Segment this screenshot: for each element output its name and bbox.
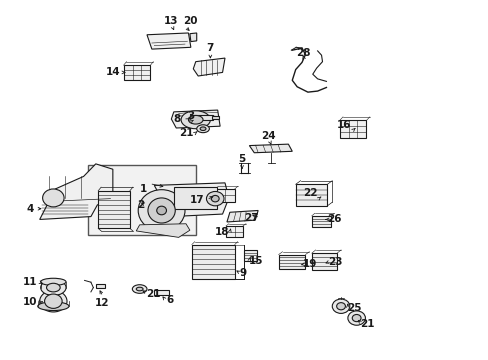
Text: 20: 20	[183, 16, 198, 26]
Ellipse shape	[351, 315, 360, 321]
Bar	[311, 216, 330, 226]
Bar	[311, 253, 336, 270]
Ellipse shape	[148, 198, 175, 223]
Text: 12: 12	[95, 298, 109, 308]
Polygon shape	[136, 224, 189, 237]
Text: 13: 13	[164, 16, 178, 26]
Text: 22: 22	[303, 188, 317, 198]
Ellipse shape	[136, 287, 143, 291]
Ellipse shape	[157, 206, 166, 215]
Text: 21: 21	[360, 319, 374, 329]
Text: 17: 17	[189, 195, 204, 205]
Ellipse shape	[41, 280, 66, 296]
Bar	[96, 284, 104, 288]
Ellipse shape	[200, 127, 205, 131]
Polygon shape	[147, 33, 190, 49]
Polygon shape	[226, 211, 258, 222]
Text: 27: 27	[244, 213, 259, 222]
Ellipse shape	[331, 299, 349, 314]
Bar	[215, 189, 234, 202]
Text: 18: 18	[214, 227, 228, 237]
Bar	[278, 255, 305, 269]
Ellipse shape	[196, 125, 209, 133]
Text: 19: 19	[303, 259, 317, 269]
Text: 1: 1	[140, 184, 147, 194]
Text: 7: 7	[206, 43, 214, 53]
Ellipse shape	[132, 285, 147, 293]
Ellipse shape	[206, 192, 224, 206]
Polygon shape	[189, 33, 196, 41]
Polygon shape	[154, 183, 228, 217]
Text: 11: 11	[23, 277, 37, 287]
Bar	[189, 115, 213, 120]
Bar	[212, 116, 219, 119]
Ellipse shape	[38, 302, 69, 311]
Text: 3: 3	[187, 111, 194, 121]
Bar	[339, 121, 366, 138]
Bar	[88, 165, 195, 234]
Bar	[173, 187, 216, 210]
Ellipse shape	[46, 283, 60, 292]
Text: 21: 21	[179, 129, 193, 138]
Text: 2: 2	[137, 200, 144, 210]
Text: 8: 8	[174, 114, 181, 124]
Ellipse shape	[347, 311, 365, 325]
Polygon shape	[193, 58, 224, 76]
Text: 10: 10	[23, 297, 37, 307]
Bar	[244, 250, 256, 261]
Ellipse shape	[181, 111, 210, 129]
Ellipse shape	[41, 278, 66, 285]
Ellipse shape	[211, 195, 219, 202]
Bar	[154, 290, 168, 296]
Ellipse shape	[138, 190, 184, 231]
Ellipse shape	[188, 116, 203, 124]
Text: 28: 28	[295, 48, 309, 58]
Text: 21: 21	[146, 289, 160, 299]
Bar	[225, 226, 243, 237]
Text: 6: 6	[166, 295, 173, 305]
Text: 23: 23	[328, 257, 342, 267]
Bar	[123, 65, 150, 80]
Bar	[191, 244, 234, 279]
Polygon shape	[249, 144, 292, 153]
Ellipse shape	[44, 294, 62, 309]
Ellipse shape	[40, 291, 67, 312]
Text: 26: 26	[327, 215, 341, 224]
Text: 14: 14	[105, 67, 120, 77]
Text: 4: 4	[26, 204, 34, 214]
Text: 5: 5	[238, 154, 245, 164]
Text: 9: 9	[239, 268, 246, 278]
Text: 16: 16	[337, 120, 351, 130]
Text: 24: 24	[261, 131, 276, 140]
Bar	[295, 184, 327, 206]
Bar	[98, 191, 130, 228]
Text: 15: 15	[248, 256, 263, 266]
Text: 25: 25	[346, 303, 361, 314]
Ellipse shape	[336, 303, 345, 310]
Ellipse shape	[42, 189, 64, 207]
Polygon shape	[40, 164, 113, 220]
Polygon shape	[171, 110, 220, 128]
